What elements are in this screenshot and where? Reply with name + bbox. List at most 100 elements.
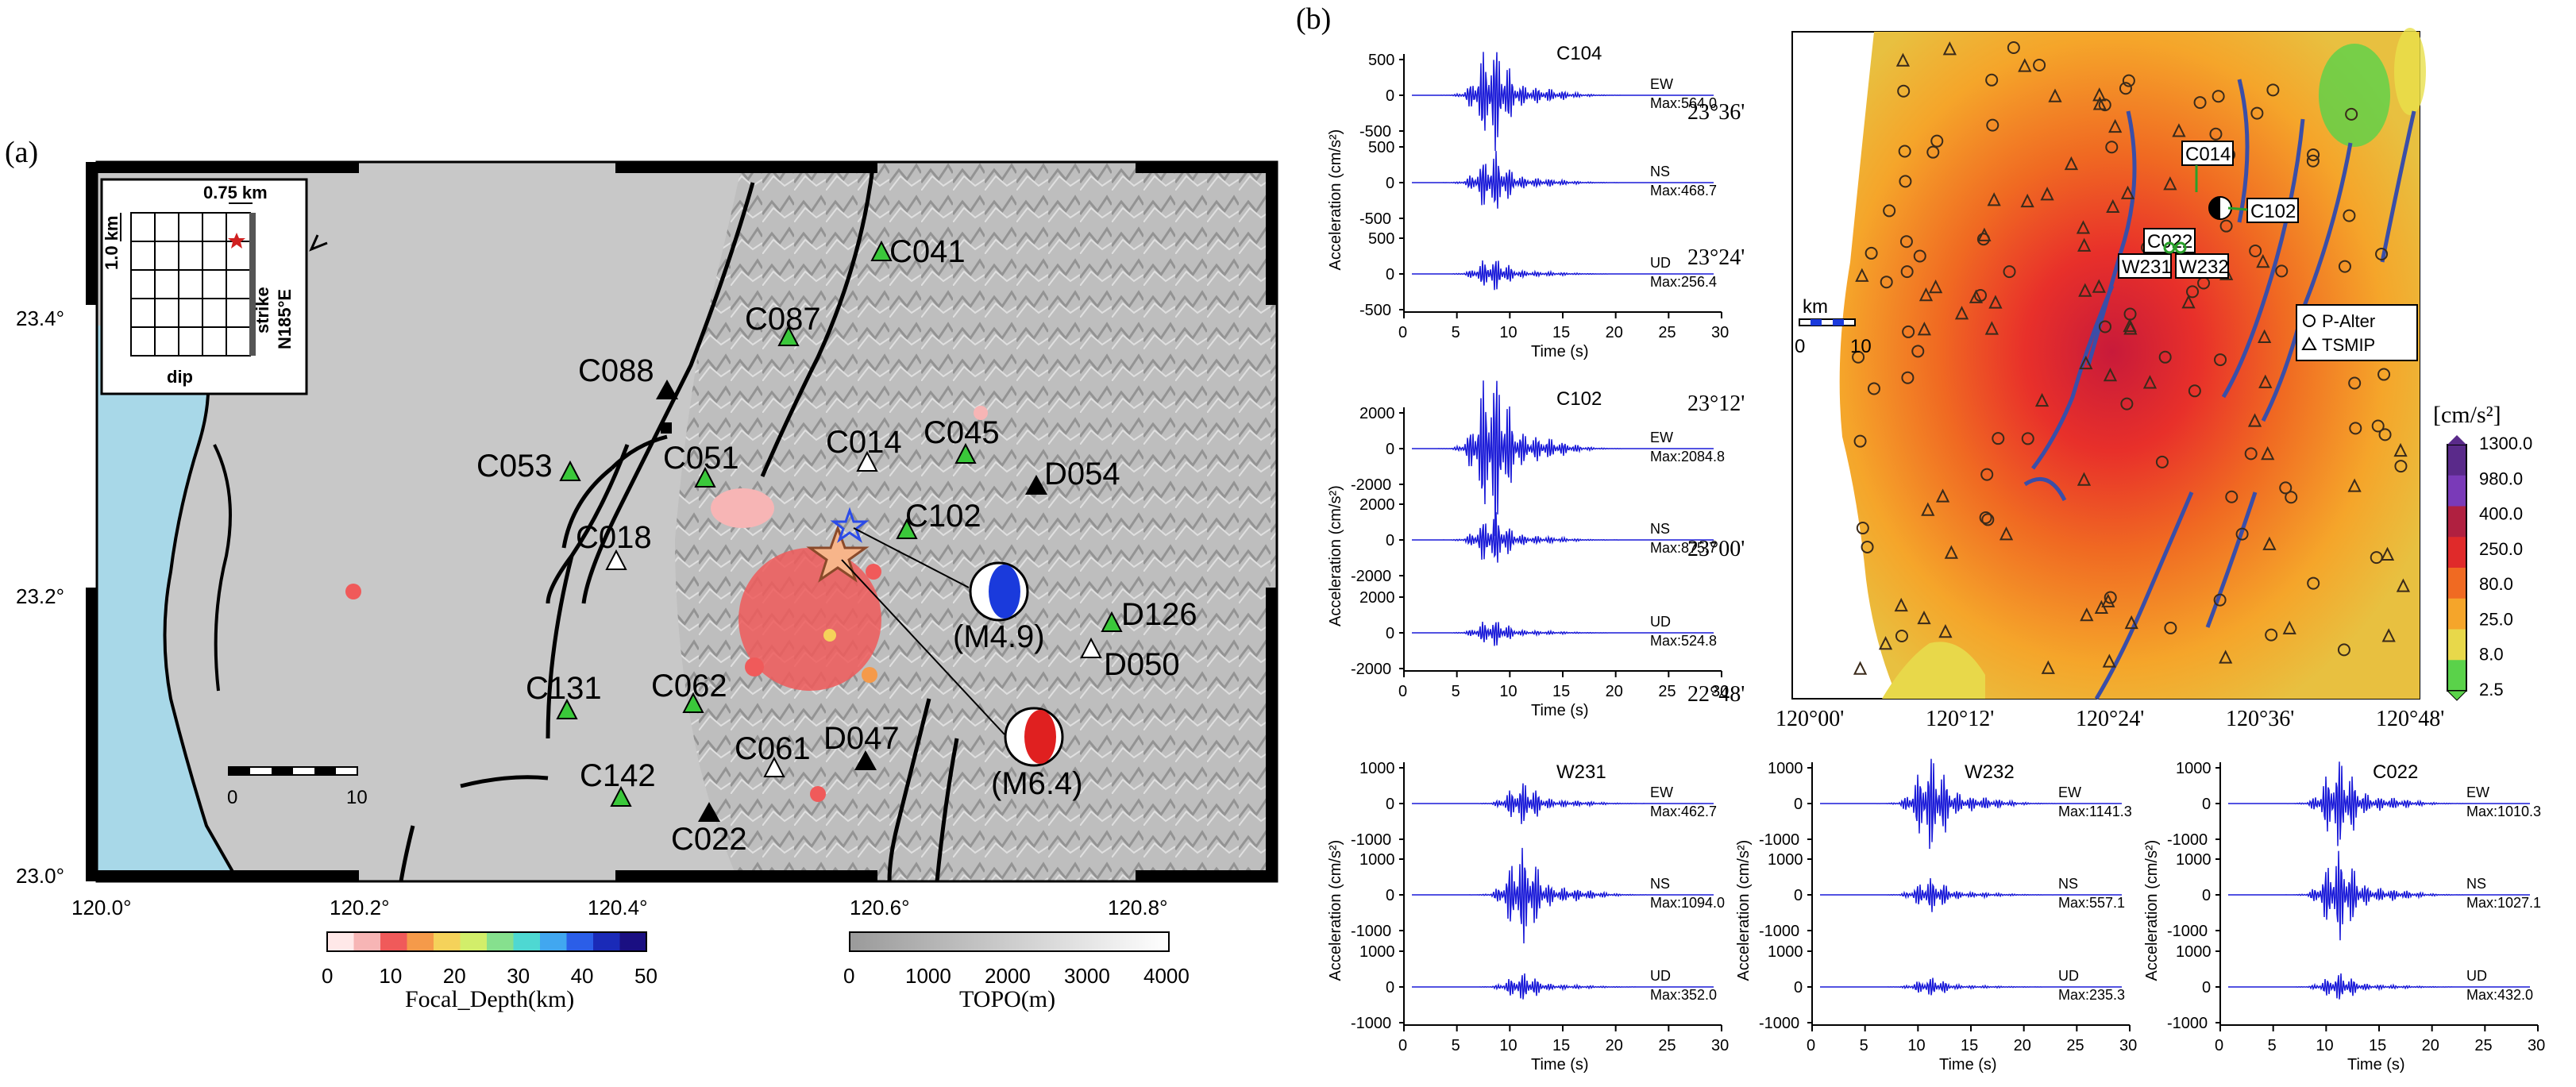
max-value: Max:1141.3	[2058, 804, 2132, 819]
waveform-panel-C104: C104 0 5 10 15 20 25 30 Time (s) Acceleration (cm…	[1327, 43, 1729, 360]
time-tick: 0	[1398, 683, 1407, 700]
accel-tick: -1000	[1351, 923, 1391, 940]
pga-swatch	[2447, 537, 2466, 569]
p-alter-marker	[1992, 432, 2005, 445]
pga-swatch	[2447, 660, 2466, 692]
p-alter-marker	[1974, 289, 1988, 303]
p-alter-marker	[2349, 422, 2362, 435]
tsmip-marker	[2079, 355, 2093, 370]
depth-tick: 40	[571, 964, 594, 988]
time-axis-label: Time (s)	[1531, 702, 1589, 719]
depth-swatch	[513, 932, 541, 951]
tsmip-marker	[2080, 607, 2094, 622]
accel-tick: -2000	[1351, 568, 1391, 585]
p-alter-marker	[1897, 84, 1911, 98]
pga-swatch	[2447, 445, 2466, 476]
waveform-trace	[2228, 761, 2530, 846]
p-alter-marker	[2337, 643, 2350, 657]
accel-tick: 2000	[1359, 589, 1395, 607]
p-alter-marker	[1880, 276, 1893, 289]
depth-swatch	[487, 932, 514, 951]
p-alter-marker	[2007, 41, 2020, 55]
time-tick: 15	[1552, 324, 1570, 341]
time-tick: 5	[2268, 1037, 2277, 1054]
time-tick: 5	[1860, 1037, 1868, 1054]
time-tick: 5	[1452, 1037, 1460, 1054]
svg-text:1.0 km: 1.0 km	[102, 216, 121, 271]
focal-mechanism-m64-icon	[1004, 707, 1064, 767]
p-alter-marker	[2307, 576, 2320, 590]
waveform-panel-W231: W231 0 5 10 15 20 25 30 Time (s) Acceleration (cm…	[1327, 760, 1729, 1074]
station-label: C014	[826, 425, 902, 460]
p-alter-marker	[2219, 219, 2233, 233]
station-label: C053	[476, 449, 553, 484]
accel-tick: -500	[1359, 210, 1391, 228]
p-alter-marker	[2021, 432, 2034, 445]
p-alter-marker	[1930, 134, 1944, 148]
station-label: D126	[1121, 597, 1197, 632]
tsmip-marker	[2163, 176, 2177, 191]
accel-tick: 0	[2202, 887, 2211, 904]
tsmip-marker	[2034, 392, 2050, 407]
svg-text:N185°E: N185°E	[275, 289, 295, 349]
pga-legend: P-Alter TSMIP	[2296, 304, 2418, 361]
tsmip-marker	[2142, 375, 2158, 389]
accel-axis-label: Acceleration (cm/s²)	[1327, 129, 1344, 271]
station-label: C142	[580, 758, 656, 793]
p-alter-marker	[2285, 491, 2298, 504]
accel-tick: 0	[1386, 87, 1394, 105]
tsmip-marker	[1919, 287, 1934, 302]
component-label: UD	[2466, 968, 2487, 984]
tsmip-marker	[1921, 502, 1935, 516]
p-alter-marker	[2348, 376, 2362, 390]
svg-text:C102: C102	[2250, 201, 2296, 222]
pga-tick: 980.0	[2479, 468, 2523, 488]
p-alter-marker	[2155, 455, 2169, 468]
depth-colorbar: 0 10 20 30 40 50 Focal_Depth(km)	[322, 931, 657, 1012]
accel-axis-label: Acceleration (cm/s²)	[1735, 840, 1753, 981]
aftershock-cluster	[345, 406, 988, 802]
time-tick: 20	[2422, 1037, 2439, 1054]
time-tick: 10	[1499, 324, 1517, 341]
pga-swatch	[2447, 506, 2466, 538]
time-tick: 0	[1398, 1037, 1407, 1054]
tsmip-marker	[2181, 295, 2196, 309]
station-label: C088	[578, 353, 654, 388]
component-label: EW	[1650, 430, 1673, 445]
p-alter-marker	[2193, 96, 2207, 110]
accel-tick: 0	[2202, 796, 2211, 813]
svg-text:10: 10	[346, 787, 368, 808]
tsmip-marker	[2219, 650, 2233, 664]
svg-text:23°12': 23°12'	[1687, 391, 1745, 416]
accel-tick: 1000	[1359, 943, 1395, 961]
p-alter-marker	[2378, 428, 2392, 441]
topo-colorbar: 0 1000 2000 3000 4000 TOPO(m)	[843, 931, 1190, 1012]
tsmip-marker	[2396, 578, 2411, 592]
pga-tick: 8.0	[2479, 645, 2504, 665]
time-axis-label: Time (s)	[1531, 343, 1589, 360]
accel-tick: -1000	[1759, 923, 1799, 940]
tsmip-marker	[2120, 185, 2135, 199]
p-alter-marker	[2394, 460, 2408, 473]
p-alter-marker	[2213, 593, 2227, 607]
p-alter-marker	[1883, 204, 1896, 218]
svg-text:120°48': 120°48'	[2376, 707, 2444, 731]
tsmip-marker	[2381, 628, 2396, 642]
tsmip-marker	[2258, 329, 2272, 343]
tsmip-marker	[2172, 123, 2186, 137]
svg-text:10: 10	[1850, 336, 1872, 357]
depth-swatch	[619, 932, 647, 951]
component-label: UD	[1650, 614, 1671, 630]
tsmip-marker	[2092, 96, 2107, 110]
svg-text:22°48': 22°48'	[1687, 682, 1745, 707]
depth-swatch	[380, 932, 407, 951]
waveform-trace	[2228, 973, 2530, 1000]
max-value: Max:557.1	[2058, 895, 2125, 911]
time-tick: 10	[1907, 1037, 1925, 1054]
panel-b-label: (b)	[1296, 2, 1332, 36]
time-tick: 25	[2066, 1037, 2084, 1054]
fault-model-inset: 0.75 km 1.0 km strike N185°E dip	[100, 178, 308, 395]
lat-tick: 23.0°	[16, 864, 64, 888]
component-label: EW	[1650, 784, 1673, 800]
